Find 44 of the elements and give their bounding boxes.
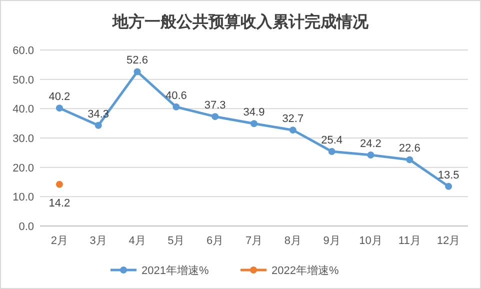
x-tick-label: 2月: [50, 235, 68, 247]
x-tick-label: 7月: [245, 235, 263, 247]
y-tick-label: 20.0: [12, 162, 34, 174]
y-tick-label: 30.0: [12, 133, 34, 145]
data-label: 13.5: [438, 169, 460, 182]
point: [367, 152, 374, 159]
data-label: 52.6: [126, 54, 148, 67]
point: [212, 113, 219, 120]
point: [328, 148, 336, 155]
point: [289, 126, 296, 134]
data-label: 22.6: [398, 142, 420, 155]
data-label: 14.2: [48, 197, 70, 210]
point: [56, 180, 63, 188]
x-tick-label: 11月: [398, 235, 421, 247]
point: [134, 68, 141, 76]
data-label: 32.7: [282, 113, 304, 126]
y-tick-label: 40.0: [12, 104, 34, 116]
data-label: 37.3: [204, 100, 226, 112]
x-tick-label: 8月: [284, 235, 302, 247]
data-label: 40.6: [165, 90, 187, 102]
legend-label: 2021年增速%: [142, 264, 209, 277]
x-tick-label: 4月: [128, 235, 146, 247]
legend-label: 2022年增速%: [272, 264, 339, 277]
y-tick-label: 0.0: [18, 221, 34, 233]
point: [445, 182, 452, 190]
point: [172, 103, 180, 110]
x-tick-label: 6月: [206, 235, 224, 247]
x-tick-label: 12月: [436, 235, 460, 247]
chart-title: 地方一般公共预算收入累计完成情况: [112, 12, 370, 31]
x-tick-label: 9月: [323, 235, 340, 247]
data-label: 40.2: [48, 91, 70, 104]
point: [250, 120, 258, 128]
data-label: 25.4: [321, 134, 343, 146]
point: [94, 122, 102, 129]
data-label: 34.9: [243, 106, 265, 119]
x-tick-label: 10月: [359, 235, 382, 247]
data-label: 24.2: [360, 138, 382, 150]
y-tick-label: 50.0: [12, 74, 34, 86]
y-tick-label: 10.0: [12, 192, 34, 204]
point: [56, 104, 63, 112]
x-tick-label: 3月: [90, 235, 107, 247]
y-tick-label: 60.0: [12, 45, 34, 57]
point: [406, 156, 414, 164]
x-tick-label: 5月: [168, 235, 185, 247]
